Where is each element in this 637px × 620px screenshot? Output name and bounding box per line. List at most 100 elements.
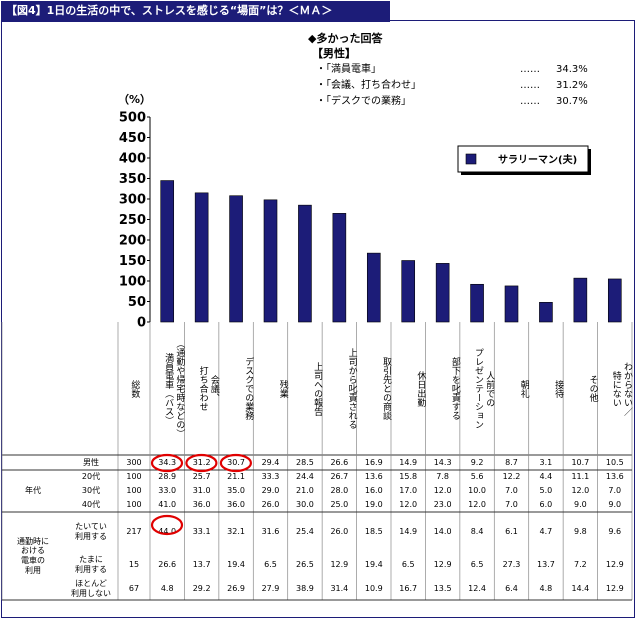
column-header: デスクでの業務 [243,357,254,420]
row-label: たいてい 利用する [75,522,107,541]
group-label: 年代 [25,486,41,496]
table-cell: 6.4 [505,583,518,593]
table-cell: 15 [128,559,140,569]
table-cell: 10.0 [468,486,486,496]
table-cell: 13.5 [433,583,452,593]
table-cell: 15.8 [399,472,418,482]
column-header: 残業 [277,379,288,398]
summary-leader: …… [520,80,540,91]
table-cell: 13.7 [192,559,211,569]
table-cell: 7.8 [436,472,449,482]
table-cell: 29.0 [261,486,280,496]
table-cell: 7.0 [505,486,518,496]
table-cell: 31.6 [261,527,280,537]
table-cell: 29.4 [261,457,280,467]
table-cell: 5.6 [470,472,484,482]
table-cell: 27.3 [502,559,521,569]
summary-value: 30.7% [556,96,588,107]
table-cell: 17.0 [399,486,418,496]
bar [298,204,312,323]
table-cell: 12.0 [399,500,418,510]
table-cell: 13.6 [364,472,383,482]
bar [504,285,519,323]
table-cell: 12.9 [330,559,349,569]
table-cell: 14.0 [433,527,452,537]
column-header: （通勤や帰宅時などの） 満員電車（バス） [163,339,185,438]
table-cell: 8.4 [470,527,484,537]
bar [607,278,622,323]
y-tick-label: 350 [119,172,146,187]
row-label: たまに 利用する [75,554,107,574]
column-header: 朝礼 [518,379,529,398]
bar [332,213,347,323]
summary-label: ・「デスクでの業務」 [316,96,411,107]
y-tick-label: 50 [128,295,146,310]
table-cell: 23.0 [433,500,452,510]
table-cell: 6.5 [401,559,415,569]
y-tick-label: 400 [119,152,146,167]
table-cell: 12.0 [468,500,486,510]
table-cell: 26.6 [158,559,177,569]
table-cell: 4.8 [539,583,553,593]
table-cell: 12.2 [502,472,521,482]
table-cell: 4.7 [539,527,553,537]
table-cell: 7.0 [505,500,518,510]
table-cell: 26.9 [227,583,245,593]
y-tick-label: 300 [119,193,146,208]
table-cell: 28.9 [158,472,177,482]
column-header: 取引先との商談 [380,357,391,420]
table-cell: 26.0 [330,527,349,537]
column-header: 総数 [129,379,140,398]
table-cell: 67 [128,583,140,593]
table-cell: 38.9 [296,583,314,593]
table-cell: 12.0 [571,486,590,496]
y-tick-label: 250 [119,213,146,228]
table-cell: 13.6 [605,472,624,482]
table-cell: 14.9 [399,457,418,467]
legend-swatch [465,153,477,165]
table-cell: 6.1 [505,527,518,537]
table-cell: 33.3 [261,472,280,482]
table-cell: 14.9 [399,527,418,537]
table-cell: 16.0 [364,486,383,496]
title-bar [1,1,390,22]
bar [194,192,209,323]
table-cell: 31.2 [192,457,211,467]
table-cell: 3.1 [539,457,553,467]
group-label: 通勤時に おける 電車の 利用 [17,536,49,575]
column-header: 人前での プレゼンテーション [473,348,495,429]
table-cell: 19.0 [364,500,383,510]
legend-label: サラリーマン(夫) [498,153,577,166]
table-cell: 6.5 [470,559,484,569]
table-cell: 26.7 [330,472,349,482]
summary-leader: …… [520,96,540,107]
table-cell: 19.4 [227,559,245,569]
table-cell: 6.5 [264,559,277,569]
row-label: 30代 [81,486,101,496]
table-cell: 9.6 [608,527,622,537]
y-tick-label: 100 [119,275,146,290]
table-cell: 25.7 [192,472,211,482]
table-cell: 21.1 [227,472,245,482]
summary-label: ・「会議、打ち合わせ」 [316,80,421,91]
bar [366,252,381,323]
table-cell: 29.2 [192,583,211,593]
row-label: 20代 [81,472,101,482]
table-cell: 28.5 [296,457,314,467]
table-cell: 18.5 [364,527,383,537]
y-tick-label: 200 [119,234,146,249]
y-tick-label: 150 [119,254,146,269]
table-cell: 36.0 [192,500,211,510]
column-header: 接待 [553,379,564,398]
table-cell: 12.4 [468,583,486,593]
table-cell: 14.4 [571,583,590,593]
row-label: ほとんど 利用しない [71,578,111,598]
table-cell: 26.5 [296,559,314,569]
bar [263,199,278,323]
table-cell: 16.7 [399,583,418,593]
table-cell: 100 [126,486,142,496]
table-cell: 100 [126,500,142,510]
table-cell: 26.0 [261,500,280,510]
